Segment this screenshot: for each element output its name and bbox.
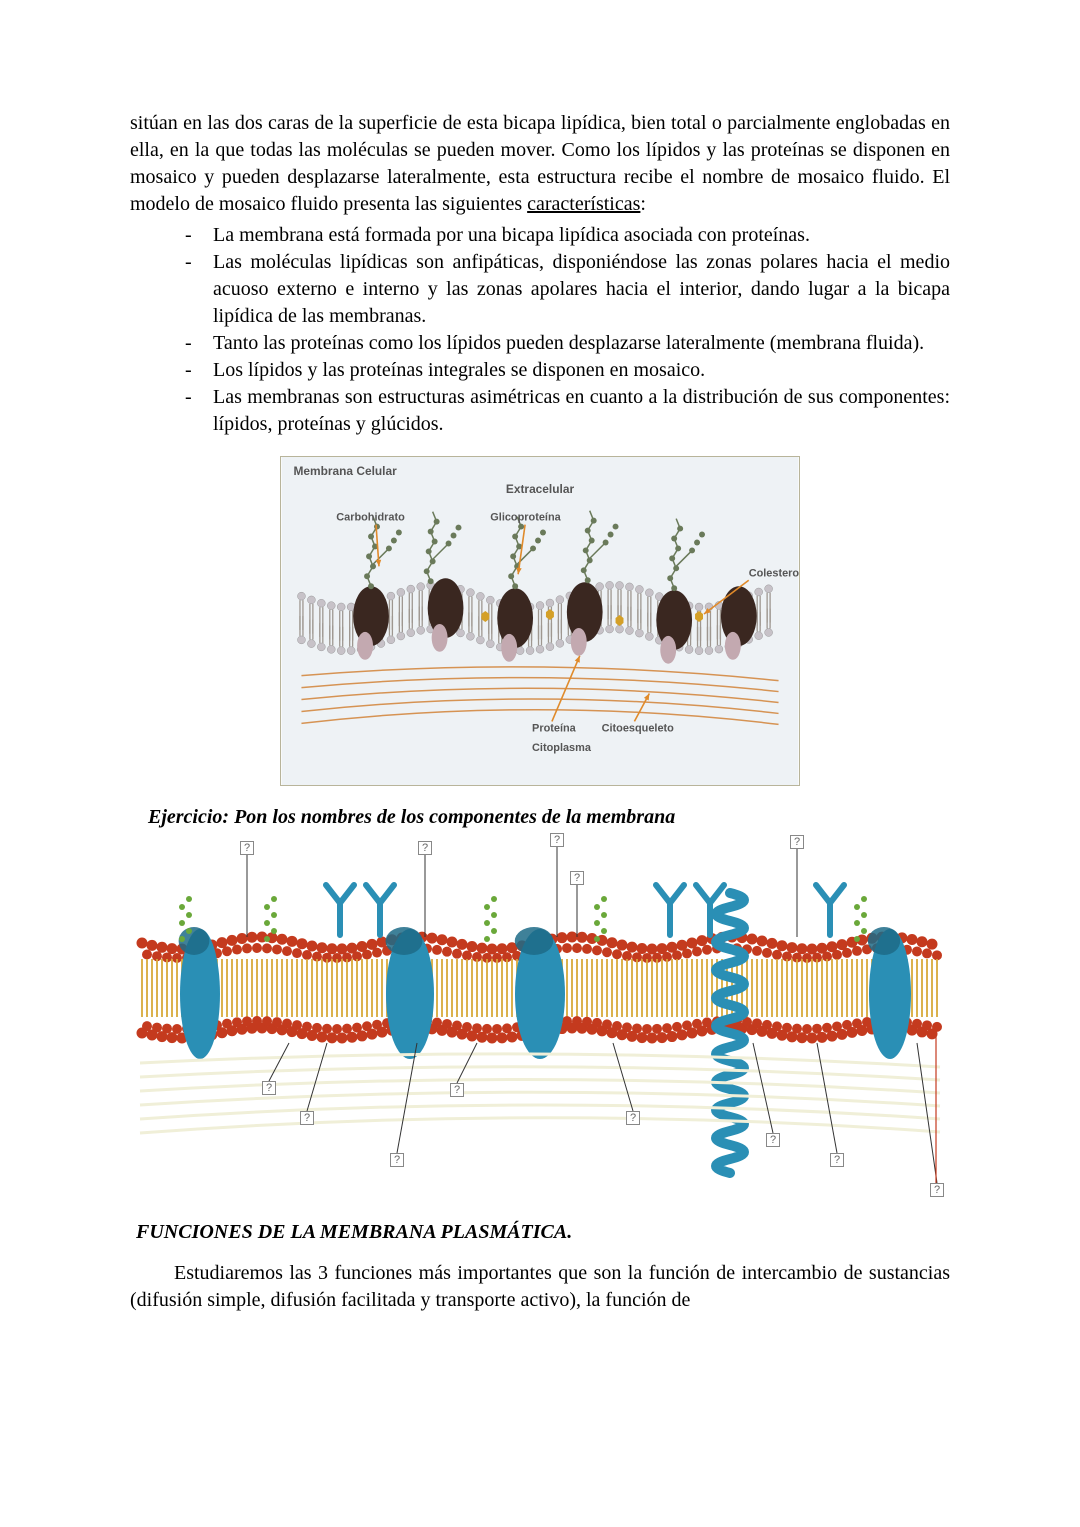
question-mark-box: ? — [300, 1111, 314, 1125]
intro-underlined: características — [527, 193, 640, 215]
svg-text:Membrana Celular: Membrana Celular — [294, 464, 398, 478]
membrane-diagram-1: Membrana Celular Extracelular Carbohidrato… — [280, 456, 800, 786]
bullet-list: La membrana está formada por una bicapa … — [130, 222, 950, 438]
list-item: La membrana está formada por una bicapa … — [185, 222, 950, 249]
bullet-text: Las moléculas lipídicas son anfipáticas,… — [213, 251, 950, 327]
question-mark-box: ? — [830, 1153, 844, 1167]
question-mark-box: ? — [240, 841, 254, 855]
question-marks-layer: ????????????? — [130, 833, 950, 1193]
svg-text:Carbohidrato: Carbohidrato — [336, 512, 405, 524]
svg-text:Citoesqueleto: Citoesqueleto — [602, 722, 675, 734]
list-item: Tanto las proteínas como los lípidos pue… — [185, 330, 950, 357]
svg-text:Colesterol: Colesterol — [749, 567, 800, 579]
question-mark-box: ? — [450, 1083, 464, 1097]
question-mark-box: ? — [418, 841, 432, 855]
question-mark-box: ? — [626, 1111, 640, 1125]
section-title: FUNCIONES DE LA MEMBRANA PLASMÁTICA. — [136, 1219, 950, 1246]
question-mark-box: ? — [766, 1133, 780, 1147]
list-item: Las membranas son estructuras asimétrica… — [185, 384, 950, 438]
question-mark-box: ? — [790, 835, 804, 849]
svg-text:Glicoproteína: Glicoproteína — [490, 512, 561, 524]
intro-post: : — [640, 193, 646, 215]
question-mark-box: ? — [390, 1153, 404, 1167]
bullet-text: Las membranas son estructuras asimétrica… — [213, 386, 950, 435]
bullet-text: Tanto las proteínas como los lípidos pue… — [213, 332, 924, 354]
intro-paragraph: sitúan en las dos caras de la superficie… — [130, 110, 950, 218]
question-mark-box: ? — [570, 871, 584, 885]
question-mark-box: ? — [930, 1183, 944, 1197]
question-mark-box: ? — [550, 833, 564, 847]
closing-paragraph: Estudiaremos las 3 funciones más importa… — [130, 1260, 950, 1314]
svg-text:Proteína: Proteína — [532, 722, 577, 734]
svg-text:Citoplasma: Citoplasma — [532, 742, 592, 754]
bullet-text: Los lípidos y las proteínas integrales s… — [213, 359, 705, 381]
membrane-diagram-2-wrapper: ????????????? — [130, 833, 950, 1201]
list-item: Los lípidos y las proteínas integrales s… — [185, 357, 950, 384]
list-item: Las moléculas lipídicas son anfipáticas,… — [185, 249, 950, 330]
exercise-title: Ejercicio: Pon los nombres de los compon… — [148, 804, 950, 831]
bullet-text: La membrana está formada por una bicapa … — [213, 224, 810, 246]
question-mark-box: ? — [262, 1081, 276, 1095]
svg-text:Extracelular: Extracelular — [506, 482, 575, 496]
